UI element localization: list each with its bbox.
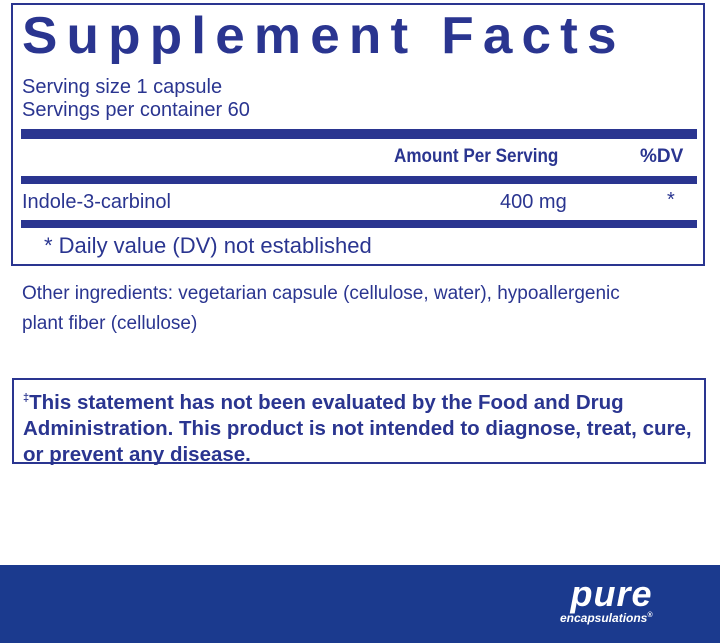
ingredient-dv: * (667, 189, 675, 211)
ingredient-name: Indole-3-carbinol (22, 191, 171, 213)
brand-logo: pure encapsulations® (560, 573, 653, 626)
servings-per-container: Servings per container 60 (22, 99, 250, 121)
serving-size: Serving size 1 capsule (22, 76, 223, 98)
brand-name: pure (570, 573, 653, 614)
panel-title: Supplement Facts (22, 7, 626, 65)
registered-mark: ® (647, 612, 653, 619)
divider (21, 176, 697, 184)
other-ingredients-line1: Other ingredients: vegetarian capsule (c… (22, 283, 620, 304)
double-dagger: ‡ (23, 392, 30, 404)
supplement-facts-panel (11, 3, 705, 266)
fda-disclaimer: ‡This statement has not been evaluated b… (12, 378, 706, 466)
divider (21, 220, 697, 228)
amount-header: Amount Per Serving (394, 146, 559, 167)
other-ingredients-line2: plant fiber (cellulose) (22, 313, 198, 334)
divider (21, 129, 697, 139)
brand-footer: pure encapsulations® (0, 565, 720, 643)
disclaimer-text: This statement has not been evaluated by… (23, 390, 692, 466)
brand-subname: encapsulations (560, 611, 648, 625)
footnote: * Daily value (DV) not established (44, 233, 372, 258)
ingredient-amount: 400 mg (500, 191, 567, 213)
dv-header: %DV (640, 146, 684, 167)
